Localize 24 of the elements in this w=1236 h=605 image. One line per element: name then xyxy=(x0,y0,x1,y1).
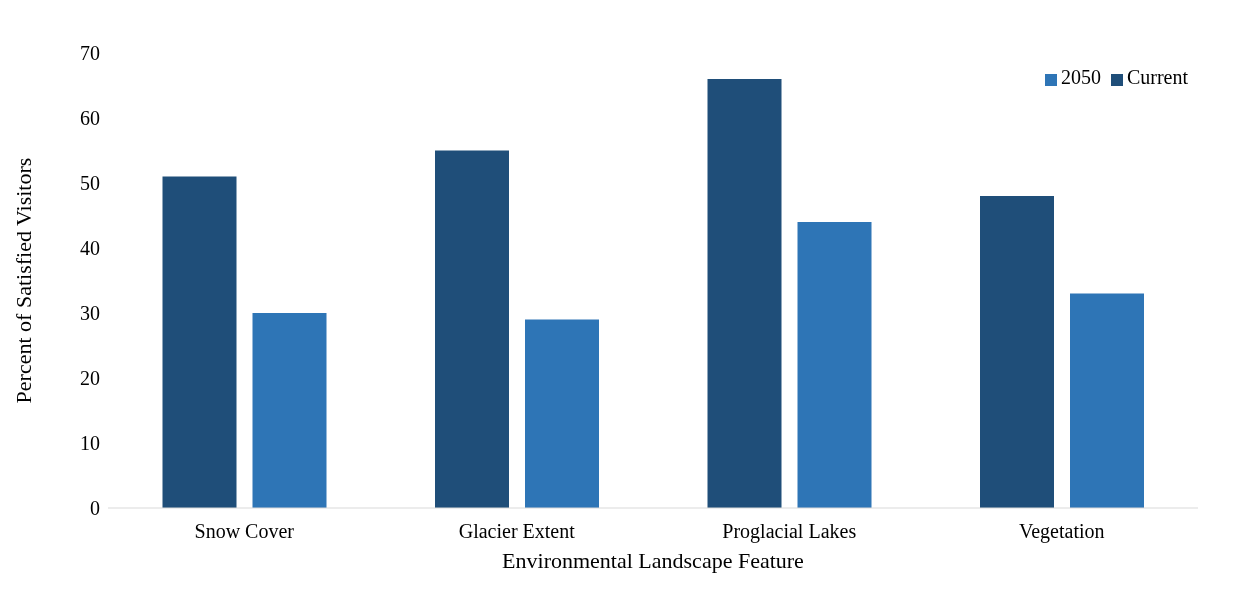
y-tick-label: 40 xyxy=(80,237,100,260)
x-tick-label: Proglacial Lakes xyxy=(722,520,857,544)
bar xyxy=(1070,293,1144,508)
legend-label: 2050 xyxy=(1060,66,1101,88)
bar xyxy=(252,313,327,508)
y-tick-label: 30 xyxy=(80,302,100,325)
legend-label: Current xyxy=(1126,66,1188,88)
bar xyxy=(797,222,872,508)
bar xyxy=(525,319,599,508)
x-tick-label: Snow Cover xyxy=(194,520,295,543)
y-tick-label: 50 xyxy=(80,172,100,195)
y-tick-label: 0 xyxy=(90,497,100,520)
bar xyxy=(980,196,1054,508)
x-tick-label: Glacier Extent xyxy=(458,520,576,543)
x-tick-label: Vegetation xyxy=(1018,520,1105,544)
bar xyxy=(707,79,782,508)
x-axis-title: Environmental Landscape Feature xyxy=(502,548,804,573)
y-tick-label: 60 xyxy=(80,107,100,130)
y-tick-label: 20 xyxy=(80,367,100,390)
y-tick-label: 10 xyxy=(80,432,100,455)
bar xyxy=(162,176,237,508)
y-axis-title: Percent of Satisfied Visitors xyxy=(10,157,36,404)
bar xyxy=(435,150,509,508)
y-tick-label: 70 xyxy=(80,42,100,65)
